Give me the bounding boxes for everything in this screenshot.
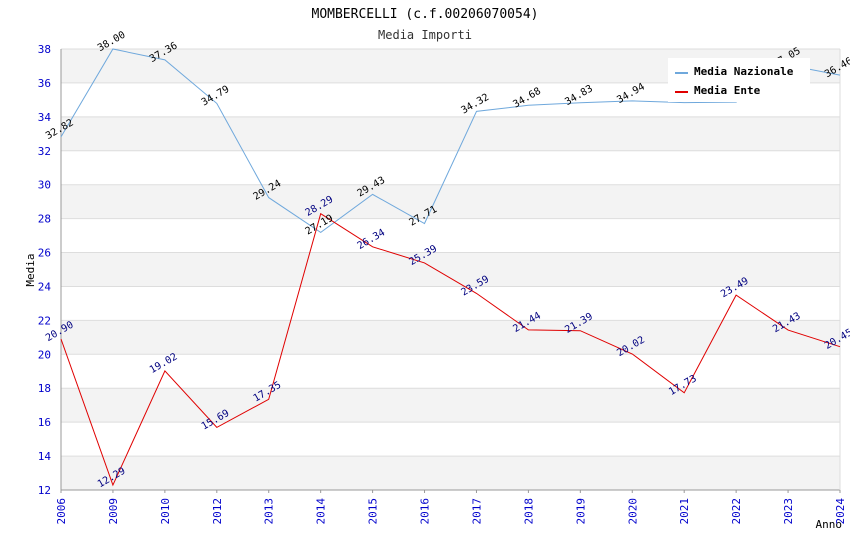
x-tick-label-2024: 2024 [834,498,847,525]
y-tick-label-30: 30 [38,179,51,192]
x-tick-label-2018: 2018 [522,498,535,525]
x-tick-label-2014: 2014 [315,498,328,525]
grid-band [61,320,840,355]
x-axis-ticks: 2006 2009 2010 2012 2013 2014 2015 2016 2017 2018… [55,490,847,525]
x-tick-label-2010: 2010 [159,498,172,525]
y-tick-label-36: 36 [38,77,51,90]
series-line-media-nazionale [60,48,841,234]
y-tick-label-32: 32 [38,145,51,158]
y-tick-label-12: 12 [38,484,51,497]
x-tick-label-2006: 2006 [55,498,68,525]
grid-band [61,218,840,253]
y-tick-label-24: 24 [38,280,52,293]
grid-band [61,388,840,423]
y-tick-label-28: 28 [38,213,51,226]
y-tick-label-38: 38 [38,43,51,56]
x-tick-label-2012: 2012 [211,498,224,525]
grid-band [61,354,840,389]
x-tick-label-2009: 2009 [107,498,120,525]
y-tick-label-22: 22 [38,314,51,327]
series-line-media-ente [60,212,841,487]
x-tick-label-2013: 2013 [263,498,276,525]
chart-subtitle: Media Importi [378,28,472,42]
grid-band [61,116,840,151]
chart-title: MOMBERCELLI (c.f.00206070054) [312,7,539,22]
x-tick-label-2017: 2017 [470,498,483,525]
legend-label-media-ente: Media Ente [694,84,761,97]
x-tick-label-2022: 2022 [730,498,743,525]
y-tick-label-26: 26 [38,247,51,260]
plot-frame [60,49,841,491]
y-axis-title: Media [24,253,37,286]
grid-band [61,456,840,490]
x-tick-label-2019: 2019 [574,498,587,525]
x-tick-label-2015: 2015 [367,498,380,525]
x-tick-label-2020: 2020 [626,498,639,525]
y-tick-label-16: 16 [38,416,51,429]
series-layer [60,48,841,487]
y-axis-ticks: 12 14 16 18 20 22 24 26 28 30 32 34 36 38 [38,43,52,497]
grid-band [61,286,840,321]
grid-band [61,252,840,287]
x-axis-title: Anno [816,518,843,531]
y-tick-label-34: 34 [38,111,52,124]
grid-band [61,184,840,219]
x-tick-label-2023: 2023 [782,498,795,525]
y-tick-label-14: 14 [38,450,52,463]
x-tick-label-2021: 2021 [678,498,691,525]
grid-bands [61,48,840,491]
y-tick-label-20: 20 [38,348,51,361]
grid-band [61,422,840,457]
x-tick-label-2016: 2016 [419,498,432,525]
legend: Media Nazionale Media Ente [668,58,810,102]
legend-box [668,58,810,102]
y-tick-label-18: 18 [38,382,51,395]
legend-label-media-nazionale: Media Nazionale [694,65,794,78]
